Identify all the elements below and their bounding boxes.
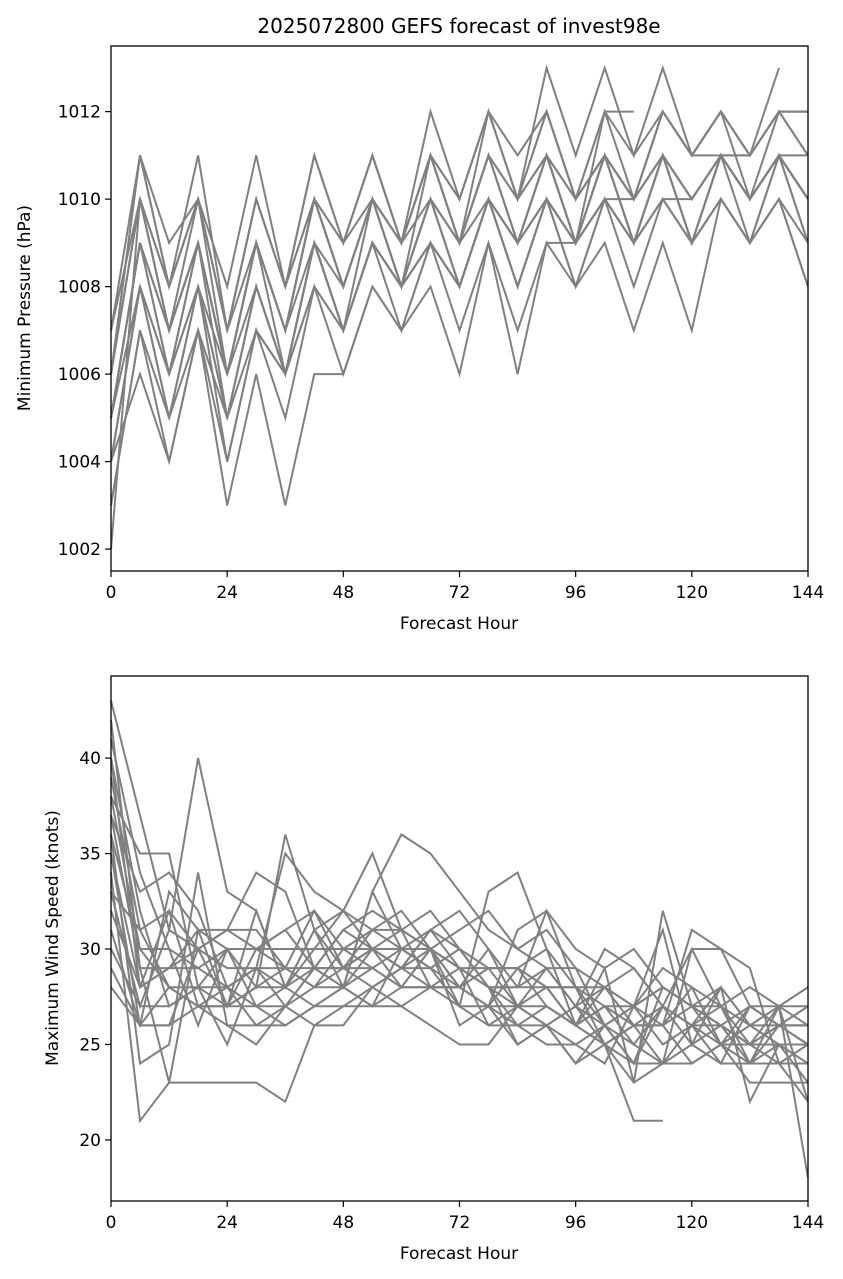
pressure-x-tick-label: 120 [676,583,708,603]
pressure-x-tick-label: 96 [565,583,587,603]
pressure-x-tick-label: 72 [449,583,471,603]
pressure-member-line-13 [110,108,808,331]
pressure-x-ticks: 0 24 48 72 96 120 144 [106,571,824,603]
pressure-y-tick-label: 1008 [58,278,101,298]
pressure-y-tick-label: 1012 [58,103,101,123]
wind-member-line-22 [110,815,809,1065]
wind-x-axis-label: Forecast Hour [400,1244,518,1264]
wind-y-tick-label: 30 [79,940,101,960]
wind-series-layer [110,700,809,1179]
wind-y-tick-label: 35 [79,845,101,865]
pressure-x-tick-label: 48 [333,583,355,603]
pressure-member-line-9 [110,196,809,506]
wind-x-tick-label: 144 [792,1213,824,1233]
wind-y-tick-label: 25 [79,1035,101,1055]
wind-y-ticks: 20 25 30 35 40 [79,749,111,1151]
wind-x-tick-label: 120 [676,1213,708,1233]
chart-title: 2025072800 GEFS forecast of invest98e [257,14,660,38]
pressure-chart: 2025072800 GEFS forecast of invest98e 0 2… [15,14,824,634]
wind-x-tick-label: 24 [216,1213,238,1233]
pressure-member-line-5 [110,107,809,331]
wind-y-tick-label: 40 [79,749,101,769]
pressure-x-tick-label: 0 [106,583,117,603]
wind-member-line-21 [110,757,808,1046]
wind-x-tick-label: 72 [449,1213,471,1233]
wind-chart: 0 24 48 72 96 120 144 20 25 30 35 40 Forecast Hour… [43,675,824,1264]
pressure-x-axis-label: Forecast Hour [400,614,518,634]
wind-member-line-18 [110,891,808,1027]
pressure-series-layer [110,64,809,550]
wind-x-ticks: 0 24 48 72 96 120 144 [106,1201,824,1233]
pressure-y-ticks: 1002 1004 1006 1008 1010 1012 [58,103,111,560]
pressure-member-line-17 [110,153,808,462]
pressure-member-line-19 [110,64,808,375]
pressure-y-tick-label: 1004 [58,453,101,473]
wind-y-tick-label: 20 [79,1131,101,1151]
pressure-y-axis-label: Minimum Pressure (hPa) [15,205,35,411]
wind-y-axis-label: Maximum Wind Speed (knots) [43,810,63,1066]
wind-member-line-20 [110,796,809,1084]
pressure-y-tick-label: 1002 [58,540,101,560]
pressure-member-line-18 [110,110,634,419]
wind-member-line-17 [110,834,809,1103]
wind-member-line-16 [110,757,809,1046]
wind-x-tick-label: 48 [333,1213,355,1233]
pressure-y-tick-label: 1010 [58,190,101,210]
pressure-x-tick-label: 24 [216,583,238,603]
pressure-x-tick-label: 144 [792,583,824,603]
wind-x-tick-label: 0 [106,1213,117,1233]
pressure-y-tick-label: 1006 [58,365,101,385]
wind-x-tick-label: 96 [565,1213,587,1233]
